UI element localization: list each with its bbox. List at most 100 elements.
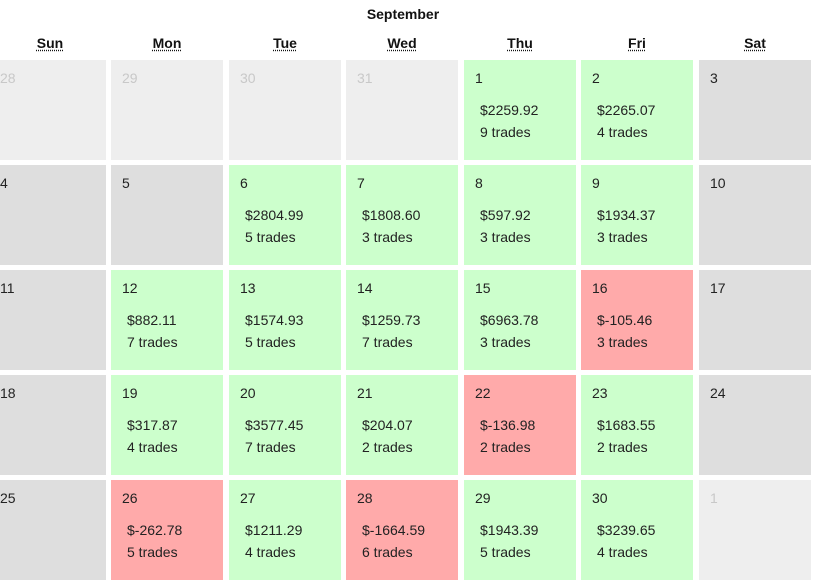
month-title: September [366,6,440,22]
weekday-tue: Tue [273,35,297,51]
day-cell[interactable]: 29 [111,60,223,160]
day-trade-count: 7 trades [127,334,178,350]
day-cell[interactable]: 10 [699,165,811,265]
day-number: 30 [592,490,608,506]
day-cell[interactable]: 1 [699,480,811,580]
day-cell[interactable]: 31 [346,60,458,160]
day-cell[interactable]: 7 $1808.60 3 trades [346,165,458,265]
weekday-sun: Sun [36,35,64,51]
day-number: 31 [357,70,373,86]
day-cell[interactable]: 17 [699,270,811,370]
day-cell[interactable]: 13 $1574.93 5 trades [229,270,341,370]
day-cell[interactable]: 11 [0,270,106,370]
day-cell[interactable]: 28 [0,60,106,160]
day-trade-count: 4 trades [127,439,178,455]
day-cell[interactable]: 27 $1211.29 4 trades [229,480,341,580]
day-trade-count: 3 trades [362,229,413,245]
day-pnl: $3577.45 [245,417,304,433]
day-number: 7 [357,175,365,191]
day-cell[interactable]: 18 [0,375,106,475]
day-number: 19 [122,385,138,401]
day-number: 4 [0,175,8,191]
day-pnl: $317.87 [127,417,178,433]
day-cell[interactable]: 12 $882.11 7 trades [111,270,223,370]
day-number: 1 [475,70,483,86]
day-number: 16 [592,280,608,296]
day-number: 28 [357,490,373,506]
day-cell[interactable]: 5 [111,165,223,265]
weekday-fri: Fri [628,35,646,51]
day-trade-count: 4 trades [245,544,296,560]
day-trade-count: 2 trades [480,439,531,455]
day-number: 14 [357,280,373,296]
day-trade-count: 3 trades [597,334,648,350]
day-number: 27 [240,490,256,506]
day-number: 15 [475,280,491,296]
day-number: 12 [122,280,138,296]
day-cell[interactable]: 30 [229,60,341,160]
day-cell[interactable]: 3 [699,60,811,160]
day-pnl: $-1664.59 [362,522,426,538]
day-number: 1 [710,490,718,506]
day-number: 29 [122,70,138,86]
day-pnl: $1808.60 [362,207,421,223]
day-cell[interactable]: 8 $597.92 3 trades [464,165,576,265]
day-number: 24 [710,385,726,401]
weekday-mon: Mon [152,35,182,51]
day-number: 6 [240,175,248,191]
day-trade-count: 6 trades [362,544,413,560]
day-trade-count: 9 trades [480,124,531,140]
weekday-thu: Thu [507,35,533,51]
day-trade-count: 2 trades [362,439,413,455]
day-cell[interactable]: 23 $1683.55 2 trades [581,375,693,475]
day-trade-count: 3 trades [480,229,531,245]
day-pnl: $6963.78 [480,312,539,328]
day-cell[interactable]: 28 $-1664.59 6 trades [346,480,458,580]
day-pnl: $-262.78 [127,522,183,538]
day-pnl: $882.11 [127,312,177,328]
day-cell[interactable]: 16 $-105.46 3 trades [581,270,693,370]
day-cell[interactable]: 19 $317.87 4 trades [111,375,223,475]
day-number: 28 [0,70,16,86]
day-pnl: $1934.37 [597,207,656,223]
day-number: 22 [475,385,491,401]
day-trade-count: 5 trades [127,544,178,560]
day-cell[interactable]: 25 [0,480,106,580]
weekday-header-row: Sun Mon Tue Wed Thu Fri Sat [0,35,814,55]
day-number: 9 [592,175,600,191]
day-trade-count: 3 trades [597,229,648,245]
day-pnl: $2804.99 [245,207,304,223]
day-pnl: $204.07 [362,417,413,433]
day-number: 17 [710,280,726,296]
day-cell[interactable]: 1 $2259.92 9 trades [464,60,576,160]
day-trade-count: 3 trades [480,334,531,350]
day-pnl: $597.92 [480,207,531,223]
day-number: 8 [475,175,483,191]
day-cell[interactable]: 22 $-136.98 2 trades [464,375,576,475]
day-cell[interactable]: 4 [0,165,106,265]
day-cell[interactable]: 24 [699,375,811,475]
day-cell[interactable]: 14 $1259.73 7 trades [346,270,458,370]
day-number: 5 [122,175,130,191]
day-cell[interactable]: 6 $2804.99 5 trades [229,165,341,265]
day-cell[interactable]: 20 $3577.45 7 trades [229,375,341,475]
day-pnl: $2265.07 [597,102,656,118]
day-cell[interactable]: 26 $-262.78 5 trades [111,480,223,580]
day-cell[interactable]: 29 $1943.39 5 trades [464,480,576,580]
weekday-sat: Sat [744,35,766,51]
weekday-wed: Wed [387,35,417,51]
day-cell[interactable]: 2 $2265.07 4 trades [581,60,693,160]
day-cell[interactable]: 15 $6963.78 3 trades [464,270,576,370]
day-number: 2 [592,70,600,86]
day-number: 20 [240,385,256,401]
day-pnl: $1211.29 [245,522,303,538]
day-cell[interactable]: 30 $3239.65 4 trades [581,480,693,580]
day-number: 21 [357,385,373,401]
day-trade-count: 5 trades [480,544,531,560]
day-cell[interactable]: 21 $204.07 2 trades [346,375,458,475]
day-pnl: $-136.98 [480,417,536,433]
day-cell[interactable]: 9 $1934.37 3 trades [581,165,693,265]
day-number: 3 [710,70,718,86]
day-number: 30 [240,70,256,86]
